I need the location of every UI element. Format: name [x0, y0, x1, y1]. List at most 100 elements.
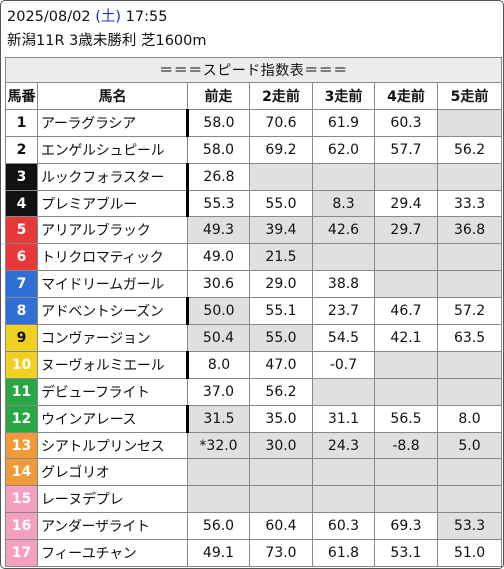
speed-index-cell: [436, 270, 503, 299]
speed-index-cell: [374, 377, 438, 406]
horse-number: 16: [5, 512, 38, 541]
horse-name: ウインアレース: [37, 404, 189, 433]
horse-name: ルックフォラスター: [37, 162, 189, 191]
column-header: 2走前: [249, 82, 313, 110]
column-header: 馬名: [37, 82, 188, 110]
horse-number: 3: [5, 162, 38, 191]
speed-index-cell: [436, 243, 503, 272]
horse-number: 15: [5, 485, 38, 514]
speed-index-cell: 49.1: [187, 539, 250, 568]
column-header: 4走前: [374, 82, 438, 110]
speed-index-cell: 53.3: [436, 512, 503, 541]
column-header: 馬番: [5, 82, 38, 110]
column-header: 5走前: [436, 82, 503, 110]
table-title: ＝＝＝スピード指数表＝＝＝: [4, 57, 503, 83]
speed-index-cell: 8.3: [312, 189, 375, 218]
speed-index-cell: 56.2: [249, 377, 313, 406]
horse-name: アーラグラシア: [37, 108, 189, 137]
speed-index-cell: 31.1: [312, 404, 375, 433]
table-row: 5 アリアルブラック 49.3 39.4 42.6 29.7 36.8: [5, 216, 503, 245]
horse-name: エンゲルシュピール: [37, 135, 188, 164]
horse-name: コンヴァージョン: [37, 324, 188, 352]
speed-index-cell: [374, 350, 438, 379]
column-header: 前走: [187, 82, 250, 110]
speed-index-cell: 61.9: [312, 108, 375, 137]
speed-index-cell: 30.0: [249, 431, 313, 460]
speed-index-cell: 55.0: [249, 324, 313, 352]
table-row: 10 ヌーヴォルミエール 8.0 47.0 -0.7: [5, 350, 503, 379]
speed-index-cell: *32.0: [187, 431, 250, 460]
horse-number: 7: [5, 270, 38, 299]
speed-index-cell: [374, 458, 438, 487]
speed-index-cell: [436, 162, 503, 191]
speed-index-cell: 42.1: [374, 324, 438, 352]
speed-index-cell: 58.0: [187, 135, 250, 164]
speed-index-cell: 21.5: [249, 243, 313, 272]
horse-name: シアトルプリンセス: [37, 431, 188, 460]
speed-index-cell: 39.4: [249, 216, 313, 245]
speed-index-table: ＝＝＝スピード指数表＝＝＝ 馬番 馬名 前走 2走前 3走前 4走前 5走前 1…: [4, 57, 503, 568]
speed-index-cell: 8.0: [436, 404, 503, 433]
horse-number: 13: [5, 431, 38, 460]
speed-index-cell: [436, 485, 503, 514]
speed-index-cell: 70.6: [249, 108, 313, 137]
horse-number: 4: [5, 189, 38, 218]
horse-number: 17: [5, 539, 38, 568]
speed-index-cell: 55.0: [249, 189, 313, 218]
horse-name: グレゴリオ: [37, 458, 188, 487]
horse-name: トリクロマティック: [37, 243, 188, 272]
speed-index-cell: 50.4: [187, 324, 250, 352]
speed-index-cell: -0.7: [312, 350, 375, 379]
speed-index-cell: 55.1: [249, 297, 313, 326]
speed-index-cell: [436, 350, 503, 379]
speed-index-cell: 56.0: [187, 512, 250, 541]
table-row: 15 レーヌデプレ: [5, 485, 503, 514]
speed-index-cell: [249, 458, 313, 487]
horse-name: アドベントシーズン: [37, 297, 189, 326]
horse-name: ヌーヴォルミエール: [37, 350, 189, 379]
speed-index-cell: 56.2: [436, 135, 503, 164]
race-info: 新潟11R 3歳未勝利 芝1600m: [7, 33, 207, 49]
speed-index-cell: 62.0: [312, 135, 375, 164]
speed-index-cell: [436, 108, 503, 137]
speed-index-cell: 58.0: [187, 108, 250, 137]
speed-index-cell: [187, 485, 250, 514]
table-row: 4 プレミアブルー 55.3 55.0 8.3 29.4 33.3: [5, 189, 503, 218]
speed-index-cell: [249, 162, 313, 191]
horse-name: プレミアブルー: [37, 189, 189, 218]
speed-index-cell: [374, 243, 438, 272]
speed-index-cell: [312, 485, 375, 514]
speed-index-cell: 49.3: [187, 216, 250, 245]
table-row: 16 アンダーザライト 56.0 60.4 60.3 69.3 53.3: [5, 512, 503, 541]
horse-number: 6: [5, 243, 38, 272]
speed-index-cell: [312, 243, 375, 272]
horse-number: 14: [5, 458, 38, 487]
table-header-row: 馬番 馬名 前走 2走前 3走前 4走前 5走前: [5, 82, 503, 110]
speed-index-cell: 29.0: [249, 270, 313, 299]
speed-index-cell: [312, 162, 375, 191]
speed-index-cell: -8.8: [374, 431, 438, 460]
horse-name: フィーユチャン: [37, 539, 188, 568]
speed-index-cell: 36.8: [436, 216, 503, 245]
table-row: 14 グレゴリオ: [5, 458, 503, 487]
table-row: 1 アーラグラシア 58.0 70.6 61.9 60.3: [5, 108, 503, 137]
speed-index-cell: [312, 377, 375, 406]
speed-index-cell: 56.5: [374, 404, 438, 433]
speed-index-cell: 29.4: [374, 189, 438, 218]
speed-index-cell: 8.0: [187, 350, 250, 379]
speed-index-cell: 60.3: [312, 512, 375, 541]
speed-index-cell: [436, 377, 503, 406]
speed-index-cell: 30.6: [187, 270, 250, 299]
speed-index-cell: 31.5: [187, 404, 250, 433]
horse-number: 12: [5, 404, 38, 433]
speed-index-cell: 26.8: [187, 162, 250, 191]
speed-index-cell: 38.8: [312, 270, 375, 299]
speed-index-cell: 63.5: [436, 324, 503, 352]
speed-index-cell: 73.0: [249, 539, 313, 568]
speed-index-cell: 24.3: [312, 431, 375, 460]
speed-index-cell: 37.0: [187, 377, 250, 406]
speed-index-cell: 57.2: [436, 297, 503, 326]
speed-index-cell: 35.0: [249, 404, 313, 433]
speed-index-cell: [436, 458, 503, 487]
